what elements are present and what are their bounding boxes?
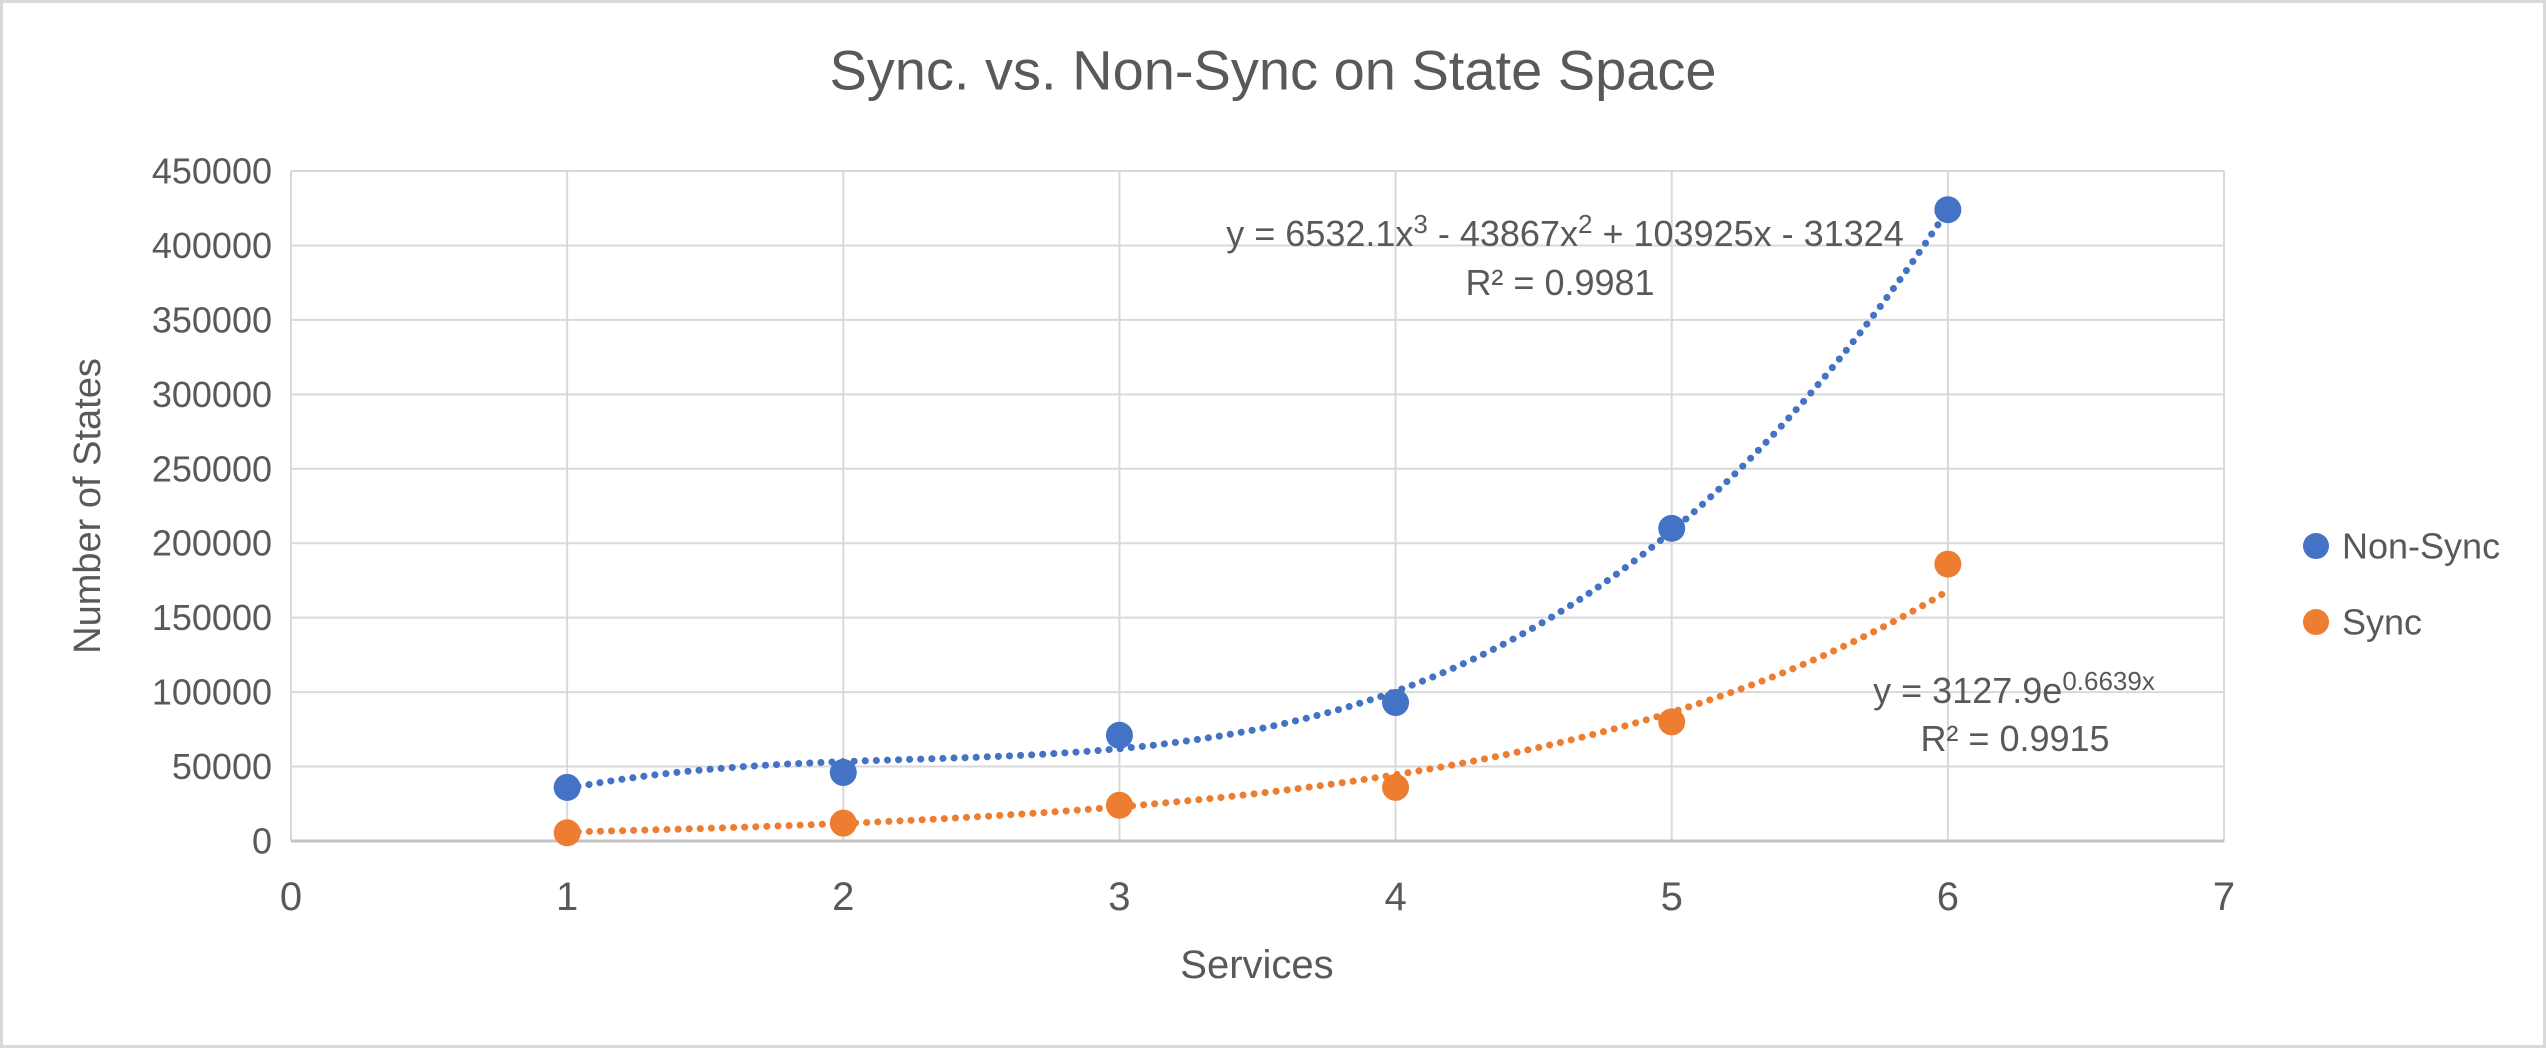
svg-text:100000: 100000 [152,672,272,713]
data-point-non-sync-3 [1105,721,1133,749]
trendline-equation: y = 6532.1x3 - 43867x2 + 103925x - 31324 [1226,209,1903,254]
data-point-non-sync-1 [553,773,581,801]
trendline-r-squared: R² = 0.9981 [1465,262,1654,303]
svg-text:7: 7 [2213,875,2235,919]
svg-text:5: 5 [1661,875,1683,919]
data-point-sync-5 [1658,708,1686,736]
svg-text:450000: 450000 [152,151,272,192]
series-non-sync-markers [553,196,1962,801]
legend: Non-Sync Sync [2303,526,2500,643]
trendline-label-non-sync: y = 6532.1x3 - 43867x2 + 103925x - 31324… [1226,209,1903,303]
legend-item-sync: Sync [2303,602,2422,643]
legend-marker-icon [2303,533,2329,559]
svg-text:400000: 400000 [152,225,272,266]
svg-text:3: 3 [1108,875,1130,919]
data-point-sync-6 [1934,550,1962,578]
data-point-sync-1 [553,819,581,847]
series-sync-markers [553,550,1962,847]
y-axis-title: Number of States [67,358,109,654]
data-point-sync-3 [1105,791,1133,819]
x-axis-title: Services [1180,943,1333,987]
trendline-r-squared: R² = 0.9915 [1920,718,2109,759]
legend-marker-icon [2303,609,2329,635]
data-point-non-sync-6 [1934,196,1962,224]
legend-item-non-sync: Non-Sync [2303,526,2500,567]
data-point-non-sync-4 [1382,689,1410,717]
trendline-label-sync: y = 3127.9e0.6639x R² = 0.9915 [1873,666,2155,759]
svg-text:0: 0 [280,875,302,919]
chart-title: Sync. vs. Non-Sync on State Space [829,39,1716,102]
trendline-equation: y = 3127.9e0.6639x [1873,666,2155,711]
svg-text:0: 0 [252,821,272,862]
svg-text:250000: 250000 [152,448,272,489]
y-axis-tick-labels: 0 50000 100000 150000 200000 250000 300000 3500… [152,151,272,862]
data-point-non-sync-5 [1658,514,1686,542]
data-point-sync-2 [829,809,857,837]
trendline-non-sync [563,206,1952,792]
svg-text:200000: 200000 [152,523,272,564]
trendline-sync [563,587,1952,836]
svg-text:50000: 50000 [172,746,272,787]
data-point-sync-4 [1382,773,1410,801]
legend-label: Non-Sync [2342,526,2500,567]
svg-text:1: 1 [556,875,578,919]
svg-text:2: 2 [832,875,854,919]
x-axis-tick-labels: 0 1 2 3 4 5 6 7 [280,875,2235,919]
svg-text:300000: 300000 [152,374,272,415]
legend-label: Sync [2342,602,2422,643]
svg-text:4: 4 [1384,875,1406,919]
svg-text:150000: 150000 [152,597,272,638]
data-point-non-sync-2 [829,759,857,787]
svg-text:6: 6 [1937,875,1959,919]
svg-text:350000: 350000 [152,299,272,340]
